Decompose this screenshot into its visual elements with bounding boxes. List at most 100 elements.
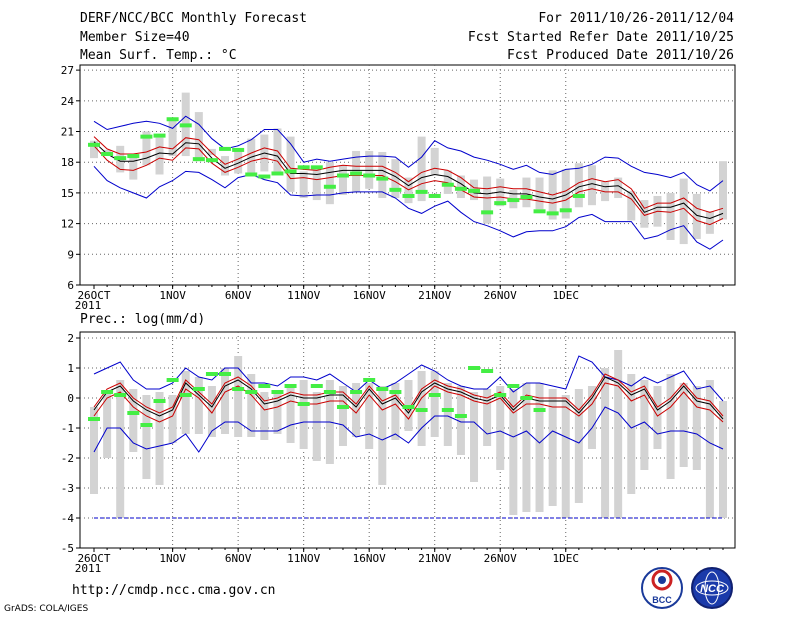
upper-envelope-line bbox=[93, 115, 724, 192]
y-tick-label: -1 bbox=[61, 422, 74, 435]
member-bar bbox=[168, 119, 177, 157]
green-marker bbox=[520, 396, 533, 400]
green-marker bbox=[428, 393, 441, 397]
member-bar bbox=[207, 148, 216, 156]
y-tick-label: 0 bbox=[67, 392, 74, 405]
green-marker bbox=[376, 387, 389, 391]
lower-spread-line bbox=[93, 145, 724, 226]
member-bar bbox=[391, 383, 400, 440]
member-bar bbox=[194, 377, 203, 434]
y-tick-label: 1 bbox=[67, 362, 74, 375]
member-bar bbox=[719, 401, 727, 518]
bcc-logo-text: BCC bbox=[652, 595, 672, 605]
green-marker bbox=[297, 402, 310, 406]
green-marker bbox=[428, 193, 441, 198]
member-bar bbox=[640, 200, 649, 228]
member-bar bbox=[168, 395, 177, 443]
green-marker bbox=[402, 405, 415, 409]
y-tick-label: 12 bbox=[61, 218, 74, 231]
x-tick-label: 1NOV bbox=[159, 552, 186, 565]
member-bar bbox=[692, 386, 701, 470]
x-tick-label: 1NOV bbox=[159, 289, 186, 302]
green-marker bbox=[494, 393, 507, 397]
green-marker bbox=[441, 408, 454, 412]
member-bar bbox=[627, 190, 636, 221]
member-bar bbox=[273, 392, 282, 434]
y-tick-label: 27 bbox=[61, 64, 74, 77]
green-marker bbox=[140, 134, 153, 139]
member-bar bbox=[456, 175, 465, 199]
green-marker bbox=[179, 393, 192, 397]
green-marker bbox=[127, 154, 140, 159]
green-marker bbox=[205, 158, 218, 163]
member-bar bbox=[509, 389, 518, 515]
y-tick-label: 2 bbox=[67, 332, 74, 345]
green-marker bbox=[507, 384, 520, 388]
member-bar bbox=[234, 148, 243, 174]
green-marker bbox=[88, 417, 100, 421]
x-tick-label: 16NOV bbox=[353, 552, 386, 565]
green-marker bbox=[323, 184, 336, 189]
member-bar bbox=[90, 407, 98, 494]
member-bar bbox=[129, 389, 138, 452]
member-bar bbox=[627, 374, 636, 494]
x-tick-label: 26NOV bbox=[484, 552, 517, 565]
upper-spread-line bbox=[93, 373, 724, 417]
member-bar bbox=[587, 165, 596, 206]
member-bar bbox=[417, 136, 426, 202]
green-marker bbox=[481, 369, 494, 373]
lower-spread-line bbox=[93, 382, 724, 423]
green-marker bbox=[258, 384, 271, 388]
green-marker bbox=[336, 173, 349, 178]
x-tick-label: 11NOV bbox=[287, 289, 320, 302]
green-marker bbox=[258, 174, 271, 179]
green-marker bbox=[114, 393, 127, 397]
member-bar bbox=[312, 392, 321, 461]
ncc-logo: NCC bbox=[691, 567, 733, 609]
member-bar bbox=[561, 395, 570, 518]
upper-spread-line bbox=[93, 136, 724, 213]
grads-credit: GrADS: COLA/IGES bbox=[4, 604, 89, 614]
member-bar bbox=[483, 176, 492, 224]
green-marker bbox=[336, 405, 349, 409]
member-bar bbox=[142, 131, 151, 166]
green-marker bbox=[494, 201, 507, 206]
green-marker bbox=[507, 198, 520, 203]
member-bar bbox=[234, 356, 243, 437]
y-tick-label: 6 bbox=[67, 279, 74, 292]
member-bar bbox=[692, 193, 701, 239]
green-marker bbox=[140, 423, 153, 427]
panel-1: 6 9 12 15 18 21 24 27 26OCT 1NOV 6NOV 11NOV 16NOV 21N… bbox=[61, 64, 736, 312]
green-marker bbox=[533, 209, 546, 214]
green-marker bbox=[323, 390, 336, 394]
green-marker bbox=[350, 171, 363, 176]
logos: BCC NCC bbox=[641, 567, 733, 609]
green-marker bbox=[520, 195, 533, 199]
member-bar bbox=[535, 383, 544, 512]
member-bar bbox=[365, 383, 374, 449]
member-bar bbox=[352, 383, 361, 437]
member-bar bbox=[614, 350, 623, 518]
x-year-label: 2011 bbox=[75, 562, 102, 575]
member-bar bbox=[338, 386, 347, 446]
green-marker bbox=[245, 390, 258, 394]
forecast-start-date: Fcst Started Refer Date 2011/10/25 bbox=[467, 30, 734, 45]
source-url[interactable]: http://cmdp.ncc.cma.gov.cn bbox=[72, 583, 276, 598]
member-bar bbox=[221, 156, 230, 176]
variable-label: Mean Surf. Temp.: °C bbox=[80, 48, 237, 63]
member-bar bbox=[653, 386, 662, 449]
y-tick-label: 9 bbox=[67, 248, 74, 261]
forecast-period: For 2011/10/26-2011/12/04 bbox=[538, 11, 734, 26]
member-bar bbox=[378, 386, 387, 485]
green-marker bbox=[363, 378, 376, 382]
green-marker bbox=[232, 387, 245, 391]
member-bar bbox=[614, 177, 623, 199]
member-bar bbox=[181, 371, 190, 434]
x-tick-label: 1DEC bbox=[553, 289, 580, 302]
member-bar bbox=[470, 392, 479, 482]
member-bar bbox=[391, 159, 400, 199]
lower-envelope-line bbox=[93, 406, 724, 453]
green-marker bbox=[245, 172, 258, 177]
x-tick-label: 11NOV bbox=[287, 552, 320, 565]
